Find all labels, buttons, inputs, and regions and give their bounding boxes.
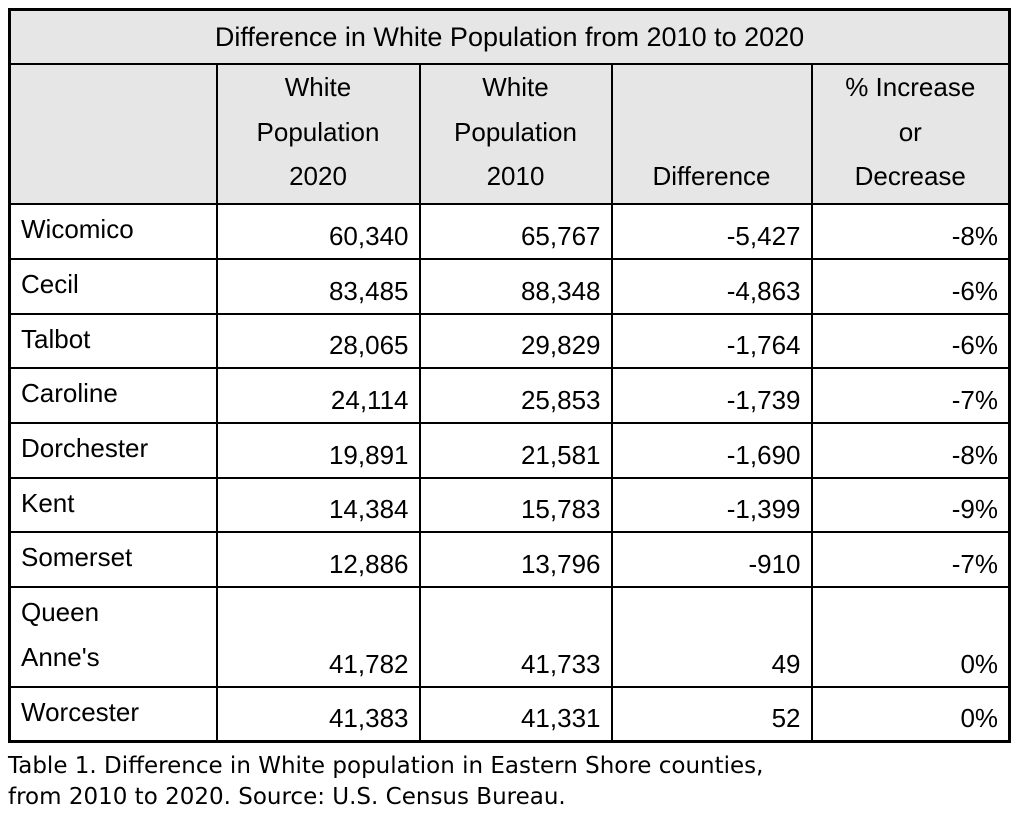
pop2020-value: 19,891: [215, 422, 421, 479]
table-title: Difference in White Population from 2010…: [8, 8, 1011, 65]
pop2020-value: 24,114: [215, 367, 421, 425]
column-header-difference: Difference: [610, 62, 813, 206]
pop2010-value: 21,581: [418, 422, 613, 479]
table-row-queen-annes: Queen Anne's 41,782 41,733 49 0%: [8, 586, 1011, 688]
pop2020-value: 12,886: [215, 531, 421, 589]
county-name: Talbot: [8, 312, 218, 370]
table-row-wicomico: Wicomico 60,340 65,767 -5,427 -8%: [8, 203, 1011, 260]
pct-value: -6%: [810, 257, 1011, 315]
difference-value: -1,739: [610, 367, 813, 425]
county-name: Dorchester: [8, 422, 218, 479]
pop2020-value: 41,782: [215, 586, 421, 688]
pop2010-value: 88,348: [418, 257, 613, 315]
pop2010-value: 13,796: [418, 531, 613, 589]
table-row-worcester: Worcester 41,383 41,331 52 0%: [8, 685, 1011, 743]
pop2010-value: 65,767: [418, 203, 613, 260]
pct-value: -8%: [810, 203, 1011, 260]
county-name: Worcester: [8, 685, 218, 743]
pct-value: -9%: [810, 476, 1011, 534]
difference-value: -1,764: [610, 312, 813, 370]
table-row-caroline: Caroline 24,114 25,853 -1,739 -7%: [8, 367, 1011, 425]
table-row-dorchester: Dorchester 19,891 21,581 -1,690 -8%: [8, 422, 1011, 479]
pct-value: -8%: [810, 422, 1011, 479]
pop2010-value: 41,733: [418, 586, 613, 688]
column-header-pop2010: White Population 2010: [418, 62, 613, 206]
difference-value: 49: [610, 586, 813, 688]
table-row-talbot: Talbot 28,065 29,829 -1,764 -6%: [8, 312, 1011, 370]
pop2010-value: 25,853: [418, 367, 613, 425]
pop2010-value: 15,783: [418, 476, 613, 534]
county-name: Somerset: [8, 531, 218, 589]
pop2020-value: 60,340: [215, 203, 421, 260]
column-header-county: [8, 62, 218, 206]
county-name: Wicomico: [8, 203, 218, 260]
difference-value: -910: [610, 531, 813, 589]
table-header-row: White Population 2020 White Population 2…: [8, 62, 1011, 206]
pct-value: -6%: [810, 312, 1011, 370]
column-header-pct: % Increase or Decrease: [810, 62, 1011, 206]
county-name: Kent: [8, 476, 218, 534]
difference-value: -1,690: [610, 422, 813, 479]
pct-value: 0%: [810, 586, 1011, 688]
table-row-somerset: Somerset 12,886 13,796 -910 -7%: [8, 531, 1011, 589]
table-row-kent: Kent 14,384 15,783 -1,399 -9%: [8, 476, 1011, 534]
difference-value: -4,863: [610, 257, 813, 315]
pct-value: -7%: [810, 531, 1011, 589]
table-row-cecil: Cecil 83,485 88,348 -4,863 -6%: [8, 257, 1011, 315]
difference-value: -1,399: [610, 476, 813, 534]
pop2010-value: 29,829: [418, 312, 613, 370]
table-caption: Table 1. Difference in White population …: [8, 753, 764, 810]
difference-value: -5,427: [610, 203, 813, 260]
county-name: Caroline: [8, 367, 218, 425]
pct-value: 0%: [810, 685, 1011, 743]
difference-value: 52: [610, 685, 813, 743]
pop2010-value: 41,331: [418, 685, 613, 743]
pop2020-value: 28,065: [215, 312, 421, 370]
table-title-row: Difference in White Population from 2010…: [8, 8, 1011, 65]
white-population-table: Difference in White Population from 2010…: [8, 8, 1012, 744]
county-name: Queen Anne's: [8, 586, 218, 688]
column-header-pop2020: White Population 2020: [215, 62, 421, 206]
county-name: Cecil: [8, 257, 218, 315]
pop2020-value: 41,383: [215, 685, 421, 743]
pop2020-value: 83,485: [215, 257, 421, 315]
pct-value: -7%: [810, 367, 1011, 425]
pop2020-value: 14,384: [215, 476, 421, 534]
